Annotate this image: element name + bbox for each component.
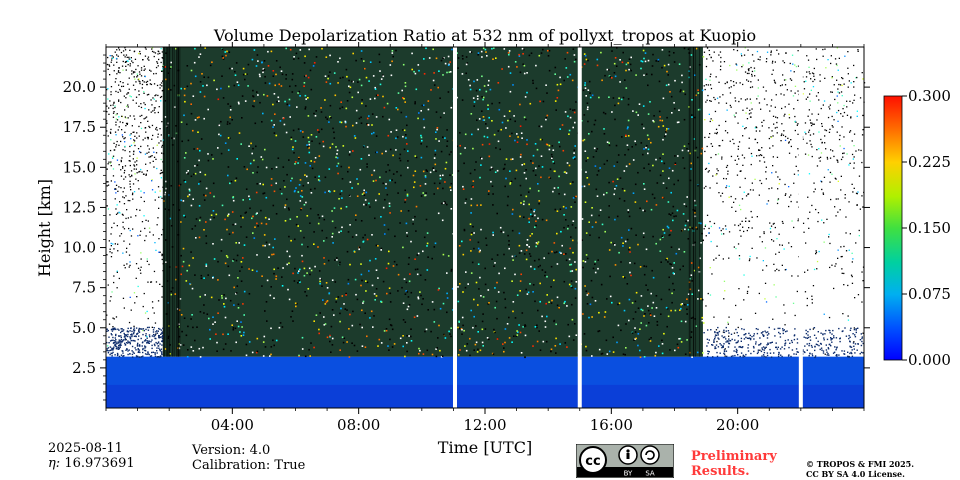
- y-axis-label: Height [km]: [35, 179, 54, 277]
- calibration-text: Calibration: True: [192, 458, 306, 473]
- footer-date-block: 2025-08-11 η: 16.973691: [48, 441, 135, 471]
- version-text: Version: 4.0: [192, 443, 271, 458]
- y-tick-label: 20.0: [63, 78, 96, 96]
- colorbar-tick-label: 0.150: [908, 219, 951, 237]
- x-tick-label: 04:00: [211, 416, 254, 434]
- footer-version-block: Version: 4.0 Calibration: True: [192, 443, 305, 473]
- x-tick-label: 20:00: [716, 416, 759, 434]
- copyright-line-2: CC BY SA 4.0 License.: [806, 469, 905, 479]
- svg-text:cc: cc: [585, 454, 600, 469]
- cc-by-sa-badge-icon: cc BY SA: [576, 444, 674, 478]
- x-axis-label: Time [UTC]: [438, 438, 532, 457]
- copyright-line-1: © TROPOS & FMI 2025.: [806, 459, 915, 469]
- x-tick-label: 08:00: [337, 416, 380, 434]
- x-tick-label: 16:00: [590, 416, 633, 434]
- chart-title: Volume Depolarization Ratio at 532 nm of…: [213, 26, 756, 45]
- x-axis: 04:00 08:00 12:00 16:00 20:00: [105, 42, 865, 434]
- eta-number: 16.973691: [64, 456, 135, 471]
- y-tick-label: 2.5: [72, 359, 96, 377]
- y-tick-label: 7.5: [72, 279, 96, 297]
- copyright-note: © TROPOS & FMI 2025. CC BY SA 4.0 Licens…: [806, 459, 914, 479]
- noise-region: [162, 47, 703, 357]
- colorbar: [883, 95, 903, 361]
- preliminary-line-2: Results.: [691, 464, 750, 479]
- colorbar-tick-label: 0.000: [908, 351, 951, 369]
- y-tick-label: 12.5: [63, 198, 96, 216]
- noise-speckle: [163, 47, 705, 359]
- measurement-date: 2025-08-11: [48, 441, 123, 456]
- y-axis: 2.5 5.0 7.5 10.0 12.5 15.0 17.5 20.0: [63, 54, 870, 401]
- signal-streaks: [162, 47, 701, 357]
- colorbar-ticks: 0.000 0.075 0.150 0.225 0.300: [902, 87, 951, 369]
- eta-label: η:: [48, 456, 65, 471]
- eta-value: η: 16.973691: [48, 456, 135, 471]
- boundary-layer-lower: [106, 384, 864, 408]
- colorbar-tick-label: 0.225: [908, 153, 951, 171]
- data-gap-2: [798, 47, 803, 408]
- y-tick-label: 10.0: [63, 239, 96, 257]
- heatmap-plot-area: [106, 47, 866, 408]
- sparse-noise: [106, 47, 866, 359]
- x-tick-label: 12:00: [463, 416, 506, 434]
- data-gap-0: [452, 47, 457, 408]
- y-tick-label: 5.0: [72, 319, 96, 337]
- preliminary-line-1: Preliminary: [691, 449, 777, 464]
- cc-by-label: BY: [624, 470, 633, 478]
- preliminary-results-note: Preliminary Results.: [691, 449, 777, 479]
- y-tick-label: 15.0: [63, 158, 96, 176]
- y-tick-label: 17.5: [63, 118, 96, 136]
- colorbar-tick-label: 0.300: [908, 87, 951, 105]
- data-gap-1: [577, 47, 582, 408]
- cc-sa-label: SA: [645, 470, 655, 478]
- colorbar-tick-label: 0.075: [908, 285, 951, 303]
